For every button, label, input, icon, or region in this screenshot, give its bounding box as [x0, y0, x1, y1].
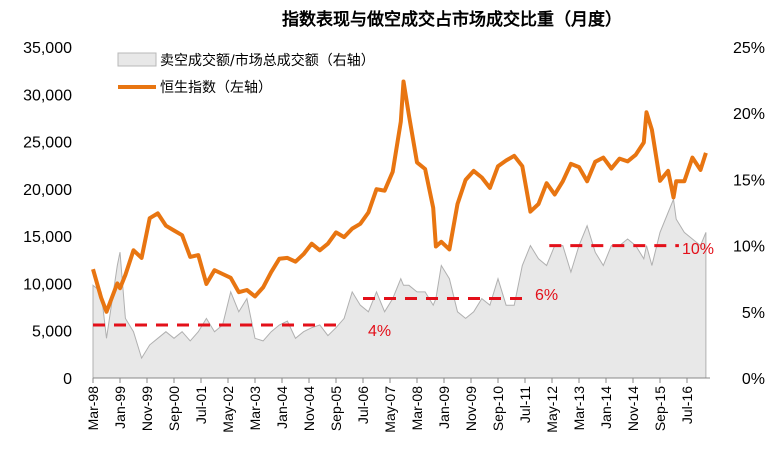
x-tick-label: Mar-03	[247, 386, 263, 431]
reference-lines: 4% 6% 10%	[93, 241, 714, 340]
x-tick-label: Nov-09	[463, 386, 479, 431]
x-tick-label: Nov-99	[139, 386, 155, 431]
x-tick-label: Nov-14	[625, 386, 641, 431]
x-tick-label: May-07	[382, 386, 398, 433]
y-left-tick-label: 35,000	[23, 40, 72, 57]
x-tick-label: Jan-04	[274, 386, 290, 429]
x-tick-label: Jul-06	[355, 386, 371, 424]
x-tick-label: Jul-01	[193, 386, 209, 424]
x-tick-label: Sep-05	[328, 386, 344, 431]
x-tick-label: Sep-00	[166, 386, 182, 431]
legend-label-hsi: 恒生指数（左轴）	[160, 80, 272, 96]
legend-swatch-short-ratio	[117, 52, 157, 67]
y-left-tick-label: 5,000	[32, 324, 72, 341]
y-left-tick-label: 0	[63, 371, 72, 388]
legend: 卖空成交额/市场总成交额（右轴） 恒生指数（左轴）	[117, 52, 375, 96]
y-right-tick-label: 5%	[742, 305, 765, 322]
y-right-tick-label: 10%	[733, 239, 765, 256]
x-tick-label: May-12	[544, 386, 560, 433]
x-tick-label: Sep-15	[652, 386, 668, 431]
x-tick-label: Jan-09	[436, 386, 452, 429]
short-ratio-area-layer	[92, 197, 707, 378]
short-ratio-area	[93, 199, 706, 378]
axes: 0 5,000 10,000 15,000 20,000 25,000 30,000 35,0…	[23, 40, 765, 433]
x-tick-label: Mar-13	[571, 386, 587, 431]
reference-label: 10%	[682, 241, 714, 258]
x-tick-label: Jan-14	[598, 386, 614, 429]
y-left-tick-label: 25,000	[23, 135, 72, 152]
x-tick-label: Mar-98	[85, 386, 101, 431]
chart-title: 指数表现与做空成交占市场成交比重（月度）	[282, 9, 622, 30]
x-tick-label: Mar-08	[409, 386, 425, 431]
reference-label: 4%	[368, 323, 391, 340]
y-right-tick-label: 0%	[742, 371, 765, 388]
x-tick-label: May-02	[220, 386, 236, 433]
hsi-line	[91, 79, 708, 314]
y-right-tick-label: 25%	[733, 40, 765, 57]
x-tick-label: Sep-10	[490, 386, 506, 431]
y-left-tick-label: 20,000	[23, 182, 72, 199]
y-right-tick-label: 20%	[733, 106, 765, 123]
x-tick-label: Jul-11	[517, 386, 533, 423]
legend-label-short-ratio: 卖空成交额/市场总成交额（右轴）	[160, 52, 375, 69]
y-left-tick-label: 15,000	[23, 229, 72, 246]
y-left-tick-label: 30,000	[23, 87, 72, 104]
x-tick-label: Jan-99	[112, 386, 128, 429]
x-tick-label: Nov-04	[301, 386, 317, 431]
y-left-tick-label: 10,000	[23, 276, 72, 293]
y-right-tick-label: 15%	[733, 172, 765, 189]
x-tick-label: Jul-16	[679, 386, 695, 424]
reference-label: 6%	[535, 287, 558, 304]
hsi-line-layer	[91, 79, 708, 314]
